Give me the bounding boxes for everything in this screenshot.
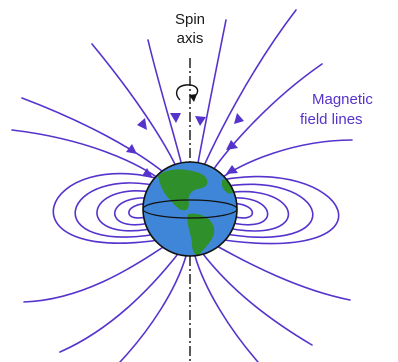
earth-globe — [143, 162, 237, 256]
arrow-head — [126, 144, 137, 154]
field-line-lower-left-1 — [120, 256, 186, 362]
field-line-upper-left-2 — [92, 44, 181, 177]
spin-axis-label-line2: axis — [177, 30, 204, 47]
field-line-upper-right-2 — [199, 10, 296, 177]
field-line-lower-left-2 — [60, 250, 181, 352]
rotation-arrow-icon — [177, 85, 198, 102]
magnetic-label-line2: field lines — [300, 111, 363, 128]
arrow-head — [170, 113, 181, 123]
field-line-lower-right-2 — [200, 250, 312, 345]
arrow-head — [195, 116, 206, 126]
arrow-head — [137, 118, 147, 130]
field-line-upper-left-4 — [12, 130, 170, 187]
field-line-upper-left-1 — [148, 40, 184, 174]
field-line-lower-left-3 — [24, 241, 172, 302]
spin-axis-label-line1: Spin — [175, 11, 205, 28]
field-line-lower-right-3 — [208, 241, 350, 300]
magnetic-label-line1: Magnetic — [312, 91, 373, 108]
field-line-lower-right-1 — [195, 256, 258, 362]
field-line-upper-left-3 — [22, 98, 175, 182]
arrow-head — [234, 113, 244, 124]
